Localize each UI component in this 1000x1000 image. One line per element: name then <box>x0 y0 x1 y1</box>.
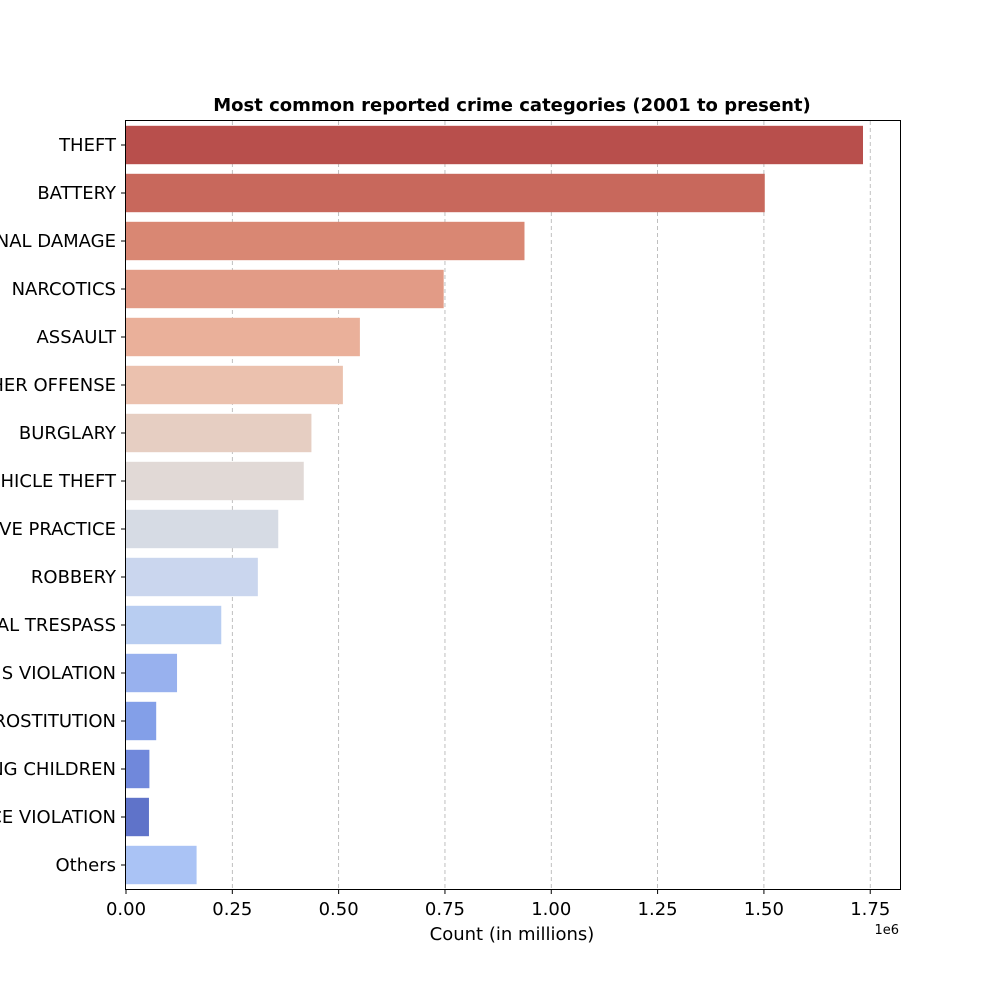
bar <box>126 653 178 693</box>
bar <box>126 557 258 597</box>
y-tick-label: PUBLIC PEACE VIOLATION <box>0 807 116 828</box>
x-tick-label: 0.00 <box>106 899 146 920</box>
bar <box>126 317 360 357</box>
bars <box>126 125 864 885</box>
y-tick-label: ROBBERY <box>31 567 117 588</box>
x-axis-label: Count (in millions) <box>430 924 595 945</box>
y-tick-label: MOTOR VEHICLE THEFT <box>0 471 117 492</box>
bar <box>126 173 765 213</box>
bar <box>126 605 222 645</box>
y-tick-label: DECEPTIVE PRACTICE <box>0 519 116 540</box>
y-tick-label: PROSTITUTION <box>0 711 116 732</box>
y-tick-label: OTHER OFFENSE <box>0 375 116 396</box>
bar <box>126 749 150 789</box>
y-tick-label: CRIMINAL TRESPASS <box>0 615 116 636</box>
x-axis-ticks: 0.00 0.25 0.50 0.75 1.00 1.25 1.50 1.75 <box>106 889 890 920</box>
y-tick-label: THEFT <box>58 135 117 156</box>
y-tick-label: ASSAULT <box>36 327 117 348</box>
bar <box>126 269 444 309</box>
bar <box>126 509 279 549</box>
bar <box>126 125 864 165</box>
bar <box>126 797 149 837</box>
bar <box>126 365 343 405</box>
y-tick-label: Others <box>56 855 117 876</box>
x-axis-offset-label: 1e6 <box>874 923 899 938</box>
y-tick-label: BURGLARY <box>19 423 117 444</box>
bar <box>126 413 312 453</box>
x-tick-label: 1.50 <box>744 899 784 920</box>
x-tick-label: 0.75 <box>425 899 465 920</box>
y-tick-label: OFFENSE INVOLVING CHILDREN <box>0 759 116 780</box>
y-axis-ticks: THEFT BATTERY CRIMINAL DAMAGE NARCOTICS ASSA… <box>0 135 126 876</box>
x-tick-label: 1.00 <box>531 899 571 920</box>
y-tick-label: CRIMINAL DAMAGE <box>0 231 116 252</box>
bar <box>126 845 197 885</box>
y-tick-label: NARCOTICS <box>12 279 116 300</box>
chart-title: Most common reported crime categories (2… <box>213 95 810 116</box>
plot-frame <box>125 120 901 890</box>
bar <box>126 701 157 741</box>
x-tick-label: 1.75 <box>850 899 890 920</box>
y-tick-label: WEAPONS VIOLATION <box>0 663 116 684</box>
y-tick-label: BATTERY <box>37 183 117 204</box>
x-tick-label: 1.25 <box>638 899 678 920</box>
bar <box>126 221 525 261</box>
bar <box>126 461 304 501</box>
x-tick-label: 0.50 <box>319 899 359 920</box>
x-tick-label: 0.25 <box>212 899 252 920</box>
